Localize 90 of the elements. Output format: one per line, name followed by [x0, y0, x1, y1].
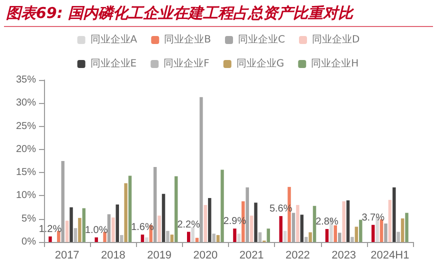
x-tick-label: 2020: [193, 250, 218, 262]
bar: [70, 207, 73, 242]
y-tick-label: 10%: [16, 190, 36, 202]
bar: [258, 232, 262, 242]
bar: [74, 228, 78, 242]
bar: [140, 234, 144, 242]
x-tick-label: 2018: [100, 250, 126, 262]
bar: [48, 236, 52, 242]
bar: [162, 194, 166, 242]
data-label: 1.0%: [84, 224, 108, 236]
bar: [170, 234, 174, 242]
data-label: 3.7%: [362, 212, 385, 224]
bar: [359, 220, 362, 242]
bar: [145, 237, 148, 242]
legend-label: 同业企业B: [164, 34, 212, 46]
bar: [233, 228, 236, 242]
x-tick-label: 2019: [147, 250, 172, 262]
bar: [124, 183, 128, 242]
bar: [279, 216, 282, 242]
bar: [107, 214, 111, 242]
bar: [128, 176, 132, 242]
bar: [158, 216, 161, 242]
bar: [94, 237, 98, 242]
bar: [308, 232, 312, 242]
legend-label: 同业企业D: [312, 34, 360, 46]
bar: [392, 187, 396, 242]
chart-title: 图表69: 国内磷化工企业在建工程占总资产比重对比: [6, 4, 354, 23]
bar: [300, 214, 304, 242]
bar: [296, 204, 300, 242]
bar: [78, 218, 82, 242]
bar: [116, 204, 120, 242]
x-tick-label: 2022: [285, 250, 310, 262]
legend-label: 同业企业A: [90, 34, 138, 46]
bar: [346, 200, 350, 242]
bar: [65, 220, 69, 242]
bar: [220, 170, 224, 242]
x-tick-label: 2023: [332, 250, 356, 262]
bar: [396, 232, 400, 242]
y-tick-label: 5%: [22, 213, 36, 224]
y-tick-label: 35%: [16, 74, 36, 86]
bar: [405, 212, 408, 242]
bar: [61, 161, 64, 242]
bar: [237, 234, 241, 242]
bar: [153, 167, 157, 242]
bar: [246, 187, 249, 242]
y-tick-label: 0%: [22, 236, 36, 248]
bar: [82, 208, 86, 242]
bar: [191, 227, 194, 242]
y-tick-label: 20%: [16, 144, 36, 155]
bar: [338, 232, 342, 242]
bar: [200, 97, 203, 242]
legend-label: 同业企业G: [236, 58, 284, 70]
bar: [350, 236, 354, 242]
bar: [384, 223, 388, 242]
legend-label: 同业企业E: [90, 58, 137, 70]
bar: [186, 232, 190, 242]
legend-label: 同业企业H: [311, 58, 359, 70]
bar: [212, 234, 216, 242]
bar: [304, 236, 308, 242]
bar: [325, 229, 329, 242]
x-tick-label: 2017: [54, 250, 80, 262]
y-tick-label: 25%: [16, 120, 36, 132]
bar: [354, 226, 358, 242]
data-label: 2.2%: [177, 219, 200, 230]
bar: [204, 204, 208, 242]
bar: [266, 228, 270, 242]
bar: [112, 217, 115, 242]
legend-label: 同业企业C: [238, 34, 286, 46]
bar: [283, 230, 287, 242]
bar: [166, 230, 170, 242]
bar: [292, 212, 296, 242]
bar: [400, 218, 404, 242]
bar: [216, 235, 220, 242]
data-label: 2.8%: [316, 216, 338, 228]
bar: [254, 202, 258, 242]
legend-label: 同业企业F: [164, 58, 210, 70]
bar: [120, 235, 124, 242]
x-tick-label: 2024H1: [370, 250, 410, 262]
y-tick-label: 15%: [16, 167, 36, 178]
y-tick-label: 30%: [16, 98, 36, 109]
bar: [334, 225, 338, 242]
bar: [208, 198, 212, 242]
bar: [250, 216, 254, 242]
bar: [342, 201, 346, 242]
bar: [174, 176, 178, 242]
bar: [388, 200, 392, 242]
x-tick-label: 2021: [239, 250, 264, 262]
bar: [103, 232, 106, 242]
bar: [312, 206, 316, 242]
bar: [371, 224, 375, 242]
